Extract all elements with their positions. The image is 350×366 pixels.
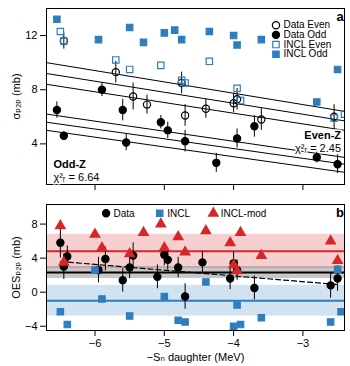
svg-text:−4: −4 bbox=[227, 337, 240, 349]
svg-text:8: 8 bbox=[31, 83, 37, 95]
svg-text:−3: −3 bbox=[297, 337, 310, 349]
svg-text:−4: −4 bbox=[25, 320, 38, 332]
svg-text:INCL-mod: INCL-mod bbox=[221, 208, 267, 219]
svg-text:4: 4 bbox=[31, 252, 37, 264]
svg-text:Even-Z: Even-Z bbox=[304, 129, 341, 141]
svg-text:χ²ᵣ = 6.64: χ²ᵣ = 6.64 bbox=[53, 171, 99, 183]
svg-text:INCL Even: INCL Even bbox=[283, 38, 332, 50]
svg-text:−6: −6 bbox=[89, 337, 102, 349]
svg-text:χ²ᵣ = 2.45: χ²ᵣ = 2.45 bbox=[295, 142, 341, 154]
svg-text:8: 8 bbox=[31, 218, 37, 230]
svg-text:12: 12 bbox=[25, 29, 37, 41]
svg-text:a: a bbox=[336, 9, 344, 24]
svg-text:b: b bbox=[336, 205, 344, 220]
svg-text:Data Odd: Data Odd bbox=[283, 29, 327, 41]
svg-text:INCL: INCL bbox=[167, 208, 190, 219]
svg-text:−Sₙ daughter (MeV): −Sₙ daughter (MeV) bbox=[147, 351, 245, 363]
svg-text:0: 0 bbox=[31, 286, 37, 298]
svg-text:4: 4 bbox=[31, 137, 37, 149]
svg-text:Data Even: Data Even bbox=[283, 19, 331, 31]
svg-text:−5: −5 bbox=[158, 337, 171, 349]
svg-text:σₚ₂ₚ (mb): σₚ₂ₚ (mb) bbox=[10, 73, 22, 119]
svg-text:OESₚ₂ₚ (mb): OESₚ₂ₚ (mb) bbox=[10, 236, 22, 299]
svg-text:INCL Odd: INCL Odd bbox=[283, 48, 327, 59]
svg-text:Odd-Z: Odd-Z bbox=[53, 158, 86, 170]
svg-text:Data: Data bbox=[114, 208, 136, 219]
